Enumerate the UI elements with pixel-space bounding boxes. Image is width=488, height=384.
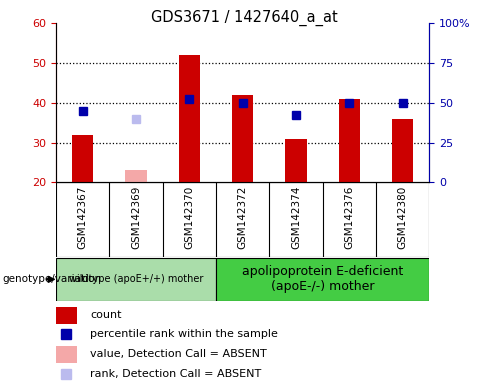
Text: GSM142369: GSM142369 <box>131 185 141 249</box>
Text: genotype/variation: genotype/variation <box>2 274 102 285</box>
Text: wildtype (apoE+/+) mother: wildtype (apoE+/+) mother <box>69 274 203 285</box>
Bar <box>56 258 216 301</box>
Bar <box>56 346 77 362</box>
Bar <box>179 55 200 182</box>
Text: GDS3671 / 1427640_a_at: GDS3671 / 1427640_a_at <box>151 10 337 26</box>
Text: GSM142380: GSM142380 <box>398 185 408 249</box>
Text: GSM142370: GSM142370 <box>184 185 194 249</box>
Bar <box>392 119 413 182</box>
Text: GSM142367: GSM142367 <box>78 185 88 249</box>
Text: apolipoprotein E-deficient
(apoE-/-) mother: apolipoprotein E-deficient (apoE-/-) mot… <box>242 265 404 293</box>
Text: GSM142376: GSM142376 <box>345 185 354 249</box>
Text: GSM142372: GSM142372 <box>238 185 248 249</box>
Bar <box>72 135 94 182</box>
Text: rank, Detection Call = ABSENT: rank, Detection Call = ABSENT <box>90 369 262 379</box>
Bar <box>125 170 147 182</box>
Bar <box>56 307 77 324</box>
Bar <box>232 95 253 182</box>
Bar <box>339 99 360 182</box>
Text: value, Detection Call = ABSENT: value, Detection Call = ABSENT <box>90 349 267 359</box>
Bar <box>285 139 307 182</box>
Text: count: count <box>90 311 122 321</box>
Bar <box>216 258 429 301</box>
Text: GSM142374: GSM142374 <box>291 185 301 249</box>
Text: percentile rank within the sample: percentile rank within the sample <box>90 329 278 339</box>
